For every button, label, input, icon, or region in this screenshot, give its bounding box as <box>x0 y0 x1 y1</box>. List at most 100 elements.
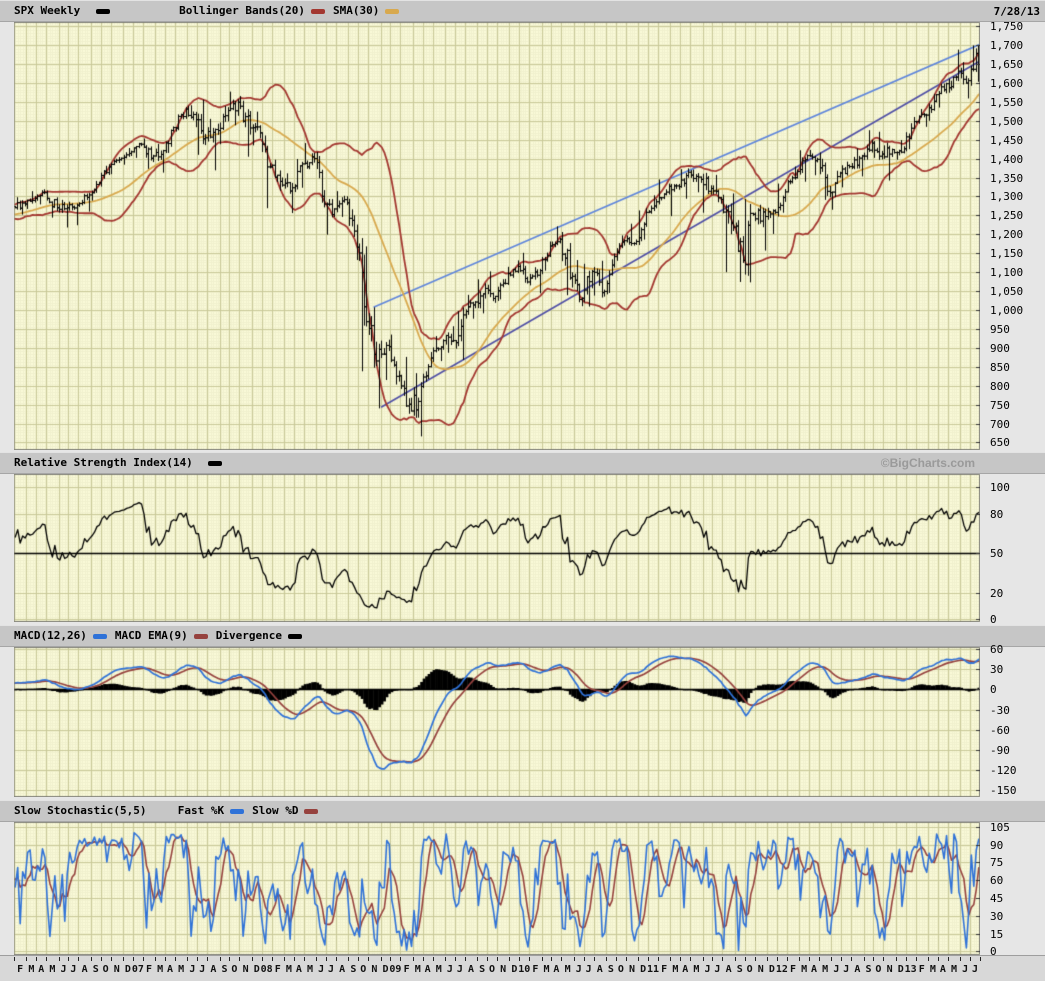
x-tick <box>906 957 907 961</box>
x-tick-label: A <box>682 964 689 975</box>
stochastic-panel-row: 105 90 75 60 45 30 15 0 <box>0 822 1045 957</box>
rsi-chart-canvas <box>14 474 980 622</box>
x-tick <box>584 957 585 961</box>
y-tick-label: 60 <box>990 874 1004 887</box>
macd-chart-canvas <box>14 647 980 797</box>
x-tick <box>197 957 198 961</box>
x-tick <box>229 957 230 961</box>
x-tick <box>348 957 349 961</box>
y-tick-label: -60 <box>990 724 1010 737</box>
y-tick-label: 90 <box>990 839 1004 852</box>
x-tick <box>670 957 671 961</box>
x-tick-label: O <box>746 964 753 975</box>
x-tick-label: J <box>456 964 463 975</box>
x-tick-label: 08 <box>260 964 273 975</box>
x-tick <box>101 957 102 961</box>
y-tick-label: 1,100 <box>990 266 1024 279</box>
y-tick-label: 1,400 <box>990 153 1024 166</box>
x-tick-label: A <box>210 964 217 975</box>
x-tick-label: S <box>479 964 486 975</box>
x-tick-label: A <box>38 964 45 975</box>
y-tick-label: 1,450 <box>990 134 1024 147</box>
y-tick-label: 0 <box>990 613 997 626</box>
y-tick-label: 60 <box>990 643 1004 656</box>
x-tick-label: M <box>801 964 808 975</box>
x-tick <box>703 957 704 961</box>
y-tick-label: 1,050 <box>990 285 1024 298</box>
x-tick <box>381 957 382 961</box>
x-tick <box>690 957 691 961</box>
x-tick-label: S <box>865 964 872 975</box>
macd-12-26-swatch <box>92 634 107 639</box>
rsi-series-swatch <box>208 461 223 466</box>
price-panel-header: SPX Weekly Bollinger Bands(20) SMA(30) 7/… <box>0 0 1045 22</box>
x-tick <box>777 957 778 961</box>
y-tick-label: -30 <box>990 704 1010 717</box>
stochastic-legend: Fast %K Slow %D <box>178 801 327 820</box>
x-tick-label: J <box>446 964 453 975</box>
x-tick <box>423 957 424 961</box>
x-tick-label: S <box>92 964 99 975</box>
x-tick <box>799 957 800 961</box>
x-tick <box>960 957 961 961</box>
x-tick-label: 11 <box>647 964 660 975</box>
chart-title: SPX Weekly <box>14 4 81 17</box>
y-tick-label: 1,600 <box>990 77 1024 90</box>
x-tick <box>368 957 369 961</box>
x-tick-label: M <box>414 964 421 975</box>
x-tick-label: M <box>178 964 185 975</box>
x-tick-label: F <box>789 964 796 975</box>
x-tick <box>616 957 617 961</box>
x-tick <box>658 957 659 961</box>
x-tick <box>722 957 723 961</box>
x-tick-label: D <box>768 964 775 975</box>
x-tick-label: F <box>403 964 410 975</box>
x-tick <box>175 957 176 961</box>
x-tick-label: M <box>28 964 35 975</box>
x-tick-label: D <box>511 964 518 975</box>
y-tick-label: 100 <box>990 481 1010 494</box>
x-tick-label: A <box>467 964 474 975</box>
x-tick <box>529 957 530 961</box>
sma-30-swatch <box>385 9 400 14</box>
x-tick-label: O <box>875 964 882 975</box>
x-tick-label: M <box>49 964 56 975</box>
x-tick-label: A <box>424 964 431 975</box>
x-tick-label: J <box>585 964 592 975</box>
x-tick-label: J <box>575 964 582 975</box>
x-tick-label: F <box>661 964 668 975</box>
x-tick <box>680 957 681 961</box>
x-tick <box>59 957 60 961</box>
x-tick <box>413 957 414 961</box>
x-tick <box>239 957 240 961</box>
x-tick-label: D <box>253 964 260 975</box>
x-tick <box>648 957 649 961</box>
x-tick-label: S <box>607 964 614 975</box>
macd-panel-header: MACD(12,26) MACD EMA(9) Divergence <box>0 625 1045 647</box>
x-tick <box>262 957 263 961</box>
x-tick <box>316 957 317 961</box>
x-tick <box>252 957 253 961</box>
x-tick <box>68 957 69 961</box>
fast-%k-swatch <box>230 809 245 814</box>
x-tick-label: F <box>274 964 281 975</box>
bigcharts-watermark: ©BigCharts.com <box>880 456 975 470</box>
divergence-swatch <box>287 634 302 639</box>
x-tick-label: M <box>929 964 936 975</box>
stochastic-chart-canvas <box>14 822 980 955</box>
y-tick-label: 950 <box>990 323 1010 336</box>
x-tick-label: M <box>822 964 829 975</box>
x-tick <box>284 957 285 961</box>
y-tick-label: -120 <box>990 764 1017 777</box>
x-tick-label: O <box>617 964 624 975</box>
x-tick-label: S <box>350 964 357 975</box>
x-tick <box>123 957 124 961</box>
x-tick-label: M <box>672 964 679 975</box>
x-tick <box>938 957 939 961</box>
x-tick <box>358 957 359 961</box>
y-tick-label: 0 <box>990 683 997 696</box>
x-tick <box>755 957 756 961</box>
x-tick-label: J <box>833 964 840 975</box>
x-tick <box>390 957 391 961</box>
x-tick-label: J <box>328 964 335 975</box>
